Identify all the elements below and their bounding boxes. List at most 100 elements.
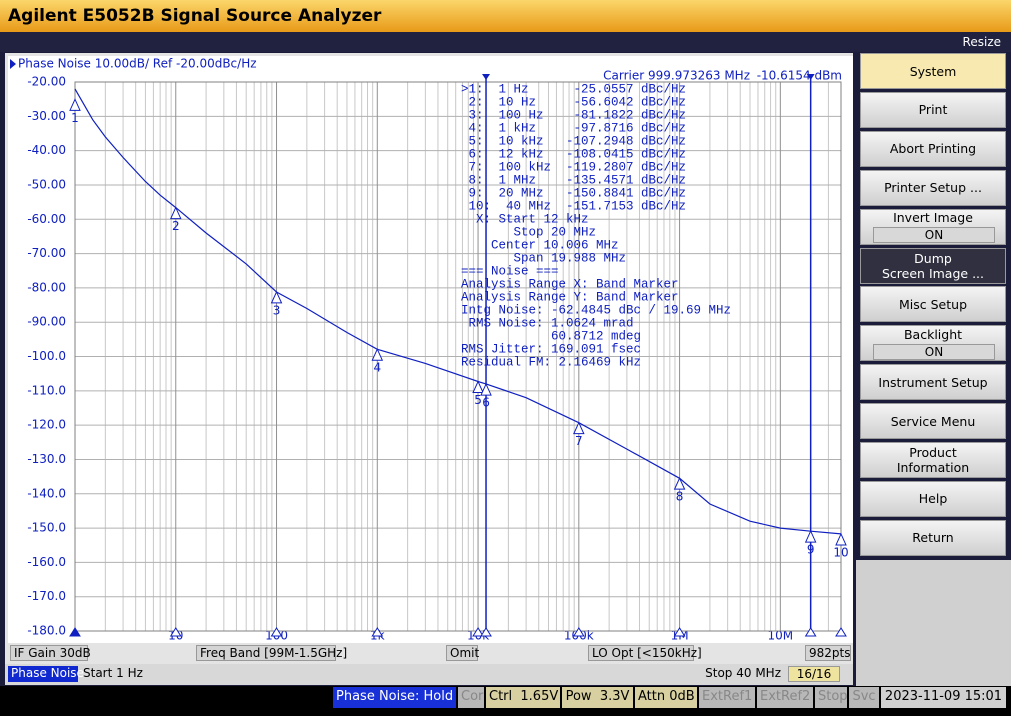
- softkey[interactable]: Help: [860, 480, 1006, 517]
- y-tick-label: -60.00: [27, 212, 66, 226]
- marker-table-line: 7: 100 kHz -119.2807 dBc/Hz: [461, 160, 686, 174]
- info-field: LO Opt [<150kHz]: [588, 645, 702, 661]
- marker: [270, 290, 283, 304]
- softkey-label: Information: [896, 460, 970, 475]
- status-field: Pow 3.3V: [562, 687, 633, 708]
- marker-label: 1: [71, 111, 79, 125]
- marker-label: 9: [807, 543, 815, 557]
- window-title: Agilent E5052B Signal Source Analyzer: [8, 6, 382, 26]
- info-field: 982pts: [805, 645, 851, 661]
- marker-axis-flag: [472, 627, 484, 637]
- softkey[interactable]: Print: [860, 91, 1006, 128]
- x-tick-label: 10M: [768, 629, 794, 643]
- marker-table-line: Analysis Range Y: Band Marker: [461, 290, 679, 304]
- softkey-label: Print: [918, 102, 948, 118]
- softkey[interactable]: Return: [860, 519, 1006, 556]
- y-tick-label: -110.0: [27, 383, 66, 397]
- carrier-frequency: Carrier 999.973263 MHz: [603, 69, 750, 83]
- softkey-label: Screen Image ...: [882, 265, 984, 281]
- marker: [573, 421, 585, 435]
- marker-table-line: 60.8712 mdeg: [461, 329, 641, 343]
- trace-count: 16/16: [788, 666, 840, 682]
- band-marker-flag: [482, 74, 491, 80]
- title-bar: Agilent E5052B Signal Source Analyzer: [0, 0, 1011, 32]
- marker-table-line: 5: 10 kHz -107.2948 dBc/Hz: [461, 134, 686, 148]
- status-field: 2023-11-09 15:01: [881, 687, 1006, 708]
- softkey-label: System: [909, 63, 957, 79]
- status-field: Ctrl 1.65V: [486, 687, 560, 708]
- trace-indicator: [10, 59, 16, 69]
- marker-table-line: 2: 10 Hz -56.6042 dBc/Hz: [461, 95, 686, 109]
- softkey[interactable]: Backlight ON: [860, 325, 1006, 362]
- softkey-label: Abort Printing: [889, 141, 977, 157]
- softkey-label: Invert Image: [893, 210, 973, 226]
- softkey-label: Instrument Setup: [878, 374, 988, 390]
- y-tick-label: -50.00: [27, 177, 66, 191]
- marker-axis-flag: [480, 627, 492, 637]
- softkey-label: Backlight: [903, 326, 963, 342]
- marker-table-line: Intg Noise: -62.4845 dBc / 19.69 MHz: [461, 303, 731, 317]
- softkey-label: Dump: [914, 250, 952, 266]
- y-tick-label: -140.0: [27, 486, 66, 500]
- y-tick-label: -20.00: [27, 75, 66, 89]
- softkey[interactable]: Instrument Setup: [860, 364, 1006, 401]
- status-field: Svc: [849, 687, 879, 708]
- marker: [835, 532, 847, 546]
- status-field: Stop: [815, 687, 848, 708]
- softkey[interactable]: Invert Image ON: [860, 208, 1006, 245]
- softkey-label: Service Menu: [890, 413, 976, 429]
- marker-table-line: 9: 20 MHz -150.8841 dBc/Hz: [461, 186, 686, 200]
- marker-axis-flag: [371, 627, 384, 637]
- marker-table-line: Span 19.988 MHz: [461, 251, 626, 265]
- marker-table-line: RMS Noise: 1.0624 mrad: [461, 316, 634, 330]
- marker-table-line: 6: 12 kHz -108.0415 dBc/Hz: [461, 147, 686, 161]
- softkey[interactable]: Abort Printing: [860, 130, 1006, 167]
- y-tick-label: -180.0: [27, 624, 66, 638]
- marker-label: 4: [373, 361, 381, 375]
- marker-axis-flag: [572, 627, 585, 637]
- status-field: Attn 0dB: [635, 687, 697, 708]
- y-tick-label: -100.0: [27, 349, 66, 363]
- marker-table-line: Residual FM: 2.16469 kHz: [461, 355, 641, 369]
- carrier-power: -10.6154 dBm: [757, 69, 842, 83]
- measurement-label[interactable]: Phase Noise: [8, 666, 84, 682]
- marker-axis-flag: [804, 627, 817, 637]
- marker-label: 3: [273, 303, 281, 317]
- marker-axis-flag: [69, 627, 81, 637]
- resize-button[interactable]: Resize: [962, 35, 1001, 49]
- marker-table-line: Center 10.006 MHz: [461, 238, 619, 252]
- sweep-stop: Stop 40 MHz: [705, 666, 781, 680]
- info-field: Omit: [446, 645, 479, 661]
- menu-bar: Resize: [0, 32, 1011, 52]
- marker-table-line: === Noise ===: [461, 264, 559, 278]
- marker-axis-flag: [169, 627, 182, 637]
- softkey[interactable]: Service Menu: [860, 403, 1006, 440]
- info-field: IF Gain 30dB: [10, 645, 91, 661]
- marker-axis-flag: [270, 627, 283, 637]
- y-tick-label: -130.0: [27, 452, 66, 466]
- softkey-panel-bottom: [856, 560, 1011, 686]
- marker: [804, 529, 817, 543]
- marker-table-line: 3: 100 Hz -81.1822 dBc/Hz: [461, 108, 686, 122]
- softkey[interactable]: Misc Setup: [860, 286, 1006, 323]
- marker-table-line: 10: 40 MHz -151.7153 dBc/Hz: [461, 199, 686, 213]
- softkey-label: Printer Setup ...: [884, 180, 982, 196]
- softkey-state: ON: [873, 227, 995, 244]
- softkey[interactable]: Product Information: [860, 442, 1006, 478]
- softkey[interactable]: System: [860, 53, 1006, 89]
- chart-title: Phase Noise 10.00dB/ Ref -20.00dBc/Hz: [18, 57, 257, 71]
- marker: [480, 382, 492, 396]
- softkey-label: Misc Setup: [899, 296, 967, 312]
- softkey[interactable]: Dump Screen Image ...: [860, 247, 1006, 284]
- band-marker-flag: [806, 74, 815, 80]
- softkey-label: Product: [909, 445, 957, 460]
- status-field: ExtRef1: [699, 687, 755, 708]
- y-tick-label: -80.00: [27, 280, 66, 294]
- y-tick-label: -170.0: [27, 589, 66, 603]
- softkey[interactable]: Printer Setup ...: [860, 169, 1006, 206]
- marker-table-line: X: Start 12 kHz: [461, 212, 589, 226]
- y-tick-label: -30.00: [27, 109, 66, 123]
- y-tick-label: -160.0: [27, 555, 66, 569]
- marker-table-line: 4: 1 kHz -97.8716 dBc/Hz: [461, 121, 686, 135]
- sweep-start: Start 1 Hz: [83, 666, 143, 680]
